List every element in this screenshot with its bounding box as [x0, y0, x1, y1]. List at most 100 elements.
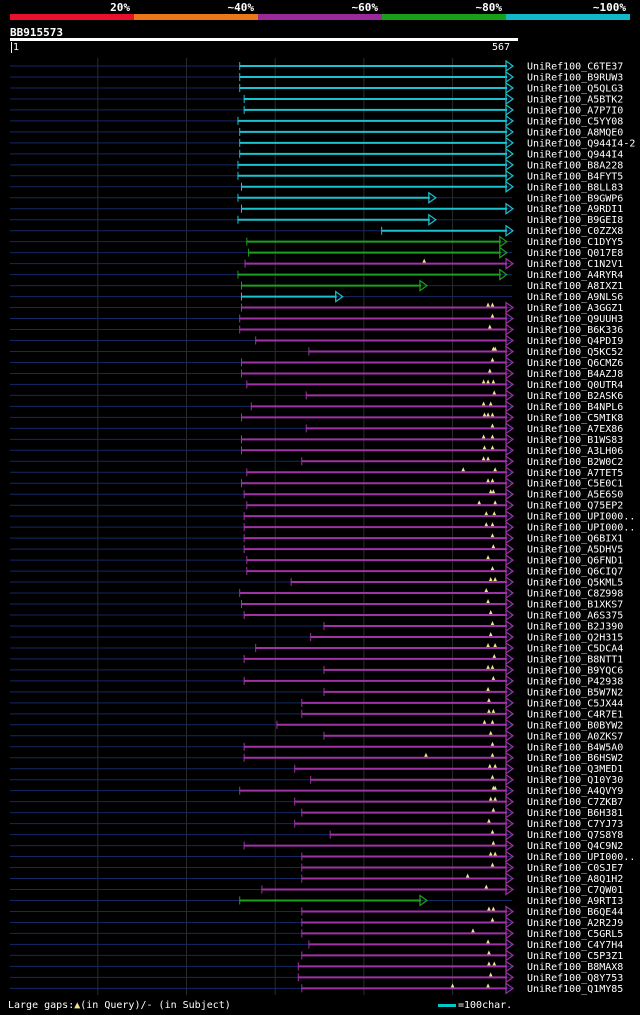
hit-label[interactable]: UniRef100_C0SJE7: [527, 863, 623, 874]
hit-label[interactable]: UniRef100_A2R2J9: [527, 918, 623, 929]
hit-label[interactable]: UniRef100_C8Z998: [527, 589, 623, 600]
hit-label[interactable]: UniRef100_B2J390: [527, 621, 623, 632]
hit-label[interactable]: UniRef100_A3GGZ1: [527, 303, 623, 314]
hit-label[interactable]: UniRef100_A8IXZ1: [527, 281, 623, 292]
gap-marker-icon: [486, 456, 490, 461]
hit-label[interactable]: UniRef100_B1XKS7: [527, 600, 623, 611]
hit-arrow-icon: [505, 773, 515, 786]
hit-label[interactable]: UniRef100_B6H381: [527, 808, 623, 819]
hit-label[interactable]: UniRef100_B9YQC6: [527, 665, 623, 676]
hit-label[interactable]: UniRef100_Q10Y30: [527, 775, 623, 786]
hit-label[interactable]: UniRef100_Q017E8: [527, 248, 623, 259]
hit-label[interactable]: UniRef100_Q4PDI9: [527, 336, 623, 347]
hit-arrow-icon: [505, 542, 515, 556]
hit-label[interactable]: UniRef100_Q6FND1: [527, 556, 623, 567]
hit-arrow-icon: [505, 180, 515, 193]
hit-label[interactable]: UniRef100_A9NLS6: [527, 292, 623, 303]
hit-label[interactable]: UniRef100_C4R7E1: [527, 709, 623, 720]
hit-label[interactable]: UniRef100_C7YJ73: [527, 819, 623, 830]
gap-marker-icon: [490, 829, 495, 834]
hit-label[interactable]: UniRef100_Q2H315: [527, 632, 623, 643]
hit-label[interactable]: UniRef100_B6HSW2: [527, 753, 623, 764]
hit-label[interactable]: UniRef100_UPI000..: [527, 523, 635, 534]
hit-label[interactable]: UniRef100_C0ZZX8: [527, 226, 623, 237]
hit-label[interactable]: UniRef100_A8Q1H2: [527, 874, 623, 885]
hit-label[interactable]: UniRef100_C5GRL5: [527, 929, 623, 940]
hit-label[interactable]: UniRef100_A7P7I0: [527, 105, 623, 116]
hit-label[interactable]: UniRef100_B4W5A0: [527, 742, 623, 753]
hit-label[interactable]: UniRef100_Q3MED1: [527, 764, 623, 775]
gap-marker-icon: [488, 972, 493, 977]
hit-label[interactable]: UniRef100_UPI000..: [527, 852, 635, 863]
hit-arrow-icon: [335, 290, 344, 303]
hit-label[interactable]: UniRef100_A4QVY9: [527, 786, 623, 797]
hit-label[interactable]: UniRef100_C7ZKB7: [527, 797, 623, 808]
hit-label[interactable]: UniRef100_A6S375: [527, 611, 623, 622]
hit-label[interactable]: UniRef100_C5E0C1: [527, 479, 623, 490]
hit-label[interactable]: UniRef100_B0BYW2: [527, 720, 623, 731]
hit-label[interactable]: UniRef100_Q944I4: [527, 149, 623, 160]
scale-swatch-icon: [438, 1003, 456, 1007]
hit-label[interactable]: UniRef100_Q5KC52: [527, 347, 623, 358]
hit-label[interactable]: UniRef100_C5DCA4: [527, 643, 623, 654]
hit-label[interactable]: UniRef100_B8MAX8: [527, 962, 623, 973]
hit-label[interactable]: UniRef100_Q0UTR4: [527, 380, 623, 391]
hit-arrow-icon: [505, 883, 515, 896]
hit-label[interactable]: UniRef100_Q6CIQ7: [527, 567, 623, 578]
hit-label[interactable]: UniRef100_A9RTI3: [527, 896, 623, 907]
hit-label[interactable]: UniRef100_B4FYT5: [527, 171, 623, 182]
hit-label[interactable]: UniRef100_Q75EP2: [527, 501, 623, 512]
hit-label[interactable]: UniRef100_C4Y7H4: [527, 940, 623, 951]
hit-label[interactable]: UniRef100_Q9UUH3: [527, 314, 623, 325]
hit-label[interactable]: UniRef100_Q8Y753: [527, 973, 623, 984]
hit-label[interactable]: UniRef100_B4AZJ8: [527, 369, 623, 380]
hit-label[interactable]: UniRef100_Q6CMZ6: [527, 358, 623, 369]
hit-label[interactable]: UniRef100_C5YY08: [527, 116, 623, 127]
hit-label[interactable]: UniRef100_A5E6S0: [527, 490, 623, 501]
hit-arrow-icon: [505, 850, 515, 863]
hit-label[interactable]: UniRef100_B9GEI8: [527, 215, 623, 226]
hit-label[interactable]: UniRef100_A5BTK2: [527, 94, 623, 105]
hit-label[interactable]: UniRef100_Q1MY85: [527, 984, 623, 995]
hit-label[interactable]: UniRef100_B2W0C2: [527, 457, 623, 468]
gap-marker-icon: [491, 675, 496, 680]
hit-label[interactable]: UniRef100_A7EX86: [527, 424, 623, 435]
hit-label[interactable]: UniRef100_Q5KML5: [527, 578, 623, 589]
hit-label[interactable]: UniRef100_B8A228: [527, 160, 623, 171]
hit-label[interactable]: UniRef100_Q6BIX1: [527, 534, 623, 545]
hit-label[interactable]: UniRef100_C7QW01: [527, 885, 623, 896]
hit-label[interactable]: UniRef100_A4RYR4: [527, 270, 623, 281]
hit-label[interactable]: UniRef100_C6TE37: [527, 62, 623, 73]
hit-label[interactable]: UniRef100_B4NPL6: [527, 402, 623, 413]
hit-label[interactable]: UniRef100_B9GWP6: [527, 193, 623, 204]
hit-label[interactable]: UniRef100_A5DHV5: [527, 545, 623, 556]
hit-label[interactable]: UniRef100_C1DYY5: [527, 237, 623, 248]
hit-label[interactable]: UniRef100_Q4C9N2: [527, 841, 623, 852]
hit-label[interactable]: UniRef100_B6K336: [527, 325, 623, 336]
gap-marker-icon: [490, 752, 495, 757]
hit-label[interactable]: UniRef100_B1WS83: [527, 435, 623, 446]
hit-label[interactable]: UniRef100_Q944I4-2: [527, 138, 635, 149]
hit-label[interactable]: UniRef100_C5JX44: [527, 698, 623, 709]
hit-arrow-icon: [499, 235, 508, 248]
hit-label[interactable]: UniRef100_B9RUW3: [527, 72, 623, 83]
hit-label[interactable]: UniRef100_A7TET5: [527, 468, 623, 479]
hit-label[interactable]: UniRef100_A9RDI1: [527, 204, 623, 215]
hit-label[interactable]: UniRef100_B5W7N2: [527, 687, 623, 698]
hit-label[interactable]: UniRef100_A8MQE0: [527, 127, 623, 138]
gap-marker-icon: [488, 368, 492, 373]
hit-label[interactable]: UniRef100_C5MIK8: [527, 413, 623, 424]
hit-label[interactable]: UniRef100_B6QE44: [527, 907, 623, 918]
hit-label[interactable]: UniRef100_C5P3Z1: [527, 951, 623, 962]
hit-label[interactable]: UniRef100_B8NTT1: [527, 654, 623, 665]
hit-label[interactable]: UniRef100_Q7S8Y8: [527, 830, 623, 841]
hit-label[interactable]: UniRef100_B2ASK6: [527, 391, 623, 402]
hit-label[interactable]: UniRef100_A3LH06: [527, 446, 623, 457]
hit-label[interactable]: UniRef100_Q5QLG3: [527, 83, 623, 94]
hit-label[interactable]: UniRef100_UPI000..: [527, 512, 635, 523]
hit-label[interactable]: UniRef100_P42938: [527, 676, 623, 687]
hit-label[interactable]: UniRef100_C1N2V1: [527, 259, 623, 270]
hit-label[interactable]: UniRef100_B8LL83: [527, 182, 623, 193]
hit-label[interactable]: UniRef100_A0ZKS7: [527, 731, 623, 742]
hit-arrow-icon: [505, 345, 515, 358]
